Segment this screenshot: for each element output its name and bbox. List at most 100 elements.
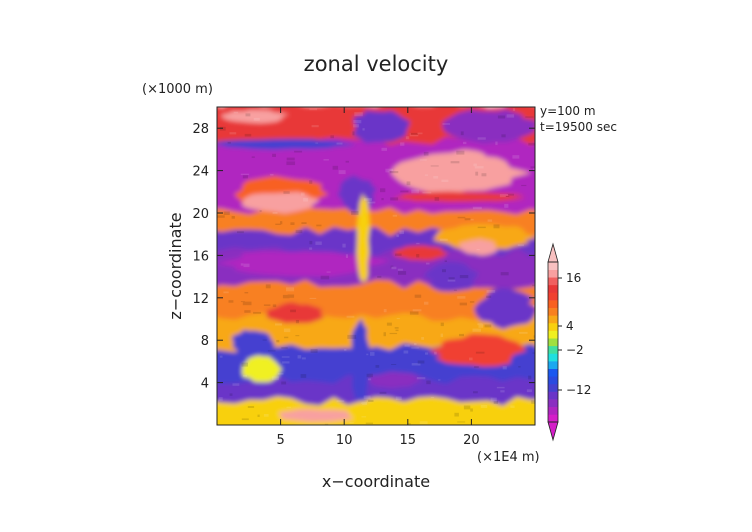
texture-speck — [459, 275, 469, 279]
texture-speck — [404, 344, 410, 347]
texture-speck — [295, 335, 300, 337]
texture-speck — [400, 190, 409, 193]
texture-speck — [240, 301, 245, 303]
texture-speck — [232, 383, 240, 386]
texture-speck — [309, 297, 317, 299]
texture-speck — [390, 265, 394, 269]
texture-speck — [438, 379, 441, 381]
heatmap-patch — [265, 302, 325, 324]
texture-speck — [469, 357, 473, 361]
texture-speck — [424, 301, 429, 305]
texture-speck — [241, 362, 248, 367]
texture-speck — [441, 179, 449, 182]
texture-speck — [416, 242, 420, 245]
texture-speck — [506, 193, 514, 196]
texture-speck — [463, 141, 467, 145]
texture-speck — [370, 352, 375, 356]
texture-speck — [416, 377, 426, 380]
texture-speck — [526, 389, 532, 393]
texture-speck — [295, 229, 303, 234]
texture-speck — [434, 351, 437, 355]
texture-speck — [430, 397, 435, 399]
texture-speck — [286, 161, 296, 166]
heatmap-band — [217, 374, 535, 408]
texture-speck — [323, 159, 329, 161]
texture-speck — [332, 165, 339, 170]
texture-speck — [472, 328, 481, 332]
heatmap-patch — [390, 152, 531, 194]
texture-speck — [242, 374, 247, 377]
texture-speck — [440, 333, 443, 337]
texture-speck — [366, 353, 369, 356]
plot-frame — [216, 106, 536, 426]
heatmap-patch — [458, 239, 498, 256]
texture-speck — [409, 311, 419, 315]
texture-speck — [240, 263, 244, 266]
texture-speck — [463, 405, 471, 410]
texture-speck — [395, 396, 402, 400]
texture-speck — [342, 243, 346, 248]
texture-speck — [380, 188, 386, 193]
texture-speck — [502, 366, 507, 370]
texture-speck — [262, 339, 267, 341]
texture-speck — [417, 360, 425, 364]
texture-speck — [510, 405, 515, 408]
heatmap-patch — [445, 149, 486, 166]
texture-speck — [419, 421, 428, 425]
texture-speck — [424, 174, 428, 176]
texture-speck — [354, 112, 363, 117]
texture-speck — [454, 412, 459, 417]
texture-speck — [242, 175, 248, 179]
texture-speck — [512, 155, 520, 159]
y-tick-label: 24 — [192, 165, 209, 180]
texture-speck — [493, 400, 498, 404]
texture-speck — [309, 240, 313, 245]
texture-speck — [456, 150, 465, 155]
colorbar-tick-label: −2 — [566, 343, 584, 357]
texture-speck — [469, 301, 475, 303]
texture-speck — [245, 113, 251, 117]
texture-speck — [300, 374, 307, 378]
texture-speck — [477, 137, 486, 140]
texture-speck — [405, 136, 410, 140]
texture-speck — [442, 123, 450, 125]
texture-speck — [301, 357, 306, 360]
colorbar-segment — [548, 307, 558, 316]
texture-speck — [320, 275, 330, 280]
texture-speck — [383, 332, 386, 337]
heatmap-patch — [423, 261, 479, 292]
texture-speck — [368, 399, 374, 402]
texture-speck — [315, 142, 318, 144]
texture-speck — [241, 418, 249, 421]
texture-speck — [257, 414, 260, 417]
texture-speck — [309, 247, 313, 250]
texture-speck — [447, 279, 456, 282]
texture-speck — [487, 219, 493, 222]
texture-speck — [287, 294, 295, 298]
texture-speck — [525, 116, 534, 118]
texture-speck — [362, 128, 365, 131]
texture-speck — [470, 408, 473, 412]
texture-speck — [294, 150, 303, 153]
annotation-y-location: y=100 m — [540, 104, 596, 118]
texture-speck — [459, 302, 467, 306]
texture-speck — [315, 241, 322, 245]
y-tick-label: 28 — [192, 122, 209, 137]
texture-speck — [392, 214, 398, 217]
texture-speck — [336, 142, 343, 145]
texture-speck — [457, 421, 466, 423]
texture-speck — [336, 400, 345, 402]
texture-speck — [242, 301, 252, 306]
texture-speck — [460, 131, 464, 136]
texture-speck — [219, 126, 226, 131]
texture-speck — [477, 323, 483, 326]
texture-speck — [486, 295, 492, 298]
colorbar-segment — [548, 361, 558, 369]
texture-speck — [263, 304, 271, 306]
texture-speck — [277, 373, 284, 375]
texture-speck — [414, 343, 417, 346]
texture-speck — [497, 115, 506, 119]
texture-speck — [361, 416, 367, 418]
texture-speck — [223, 291, 229, 294]
colorbar-frame — [547, 261, 559, 423]
